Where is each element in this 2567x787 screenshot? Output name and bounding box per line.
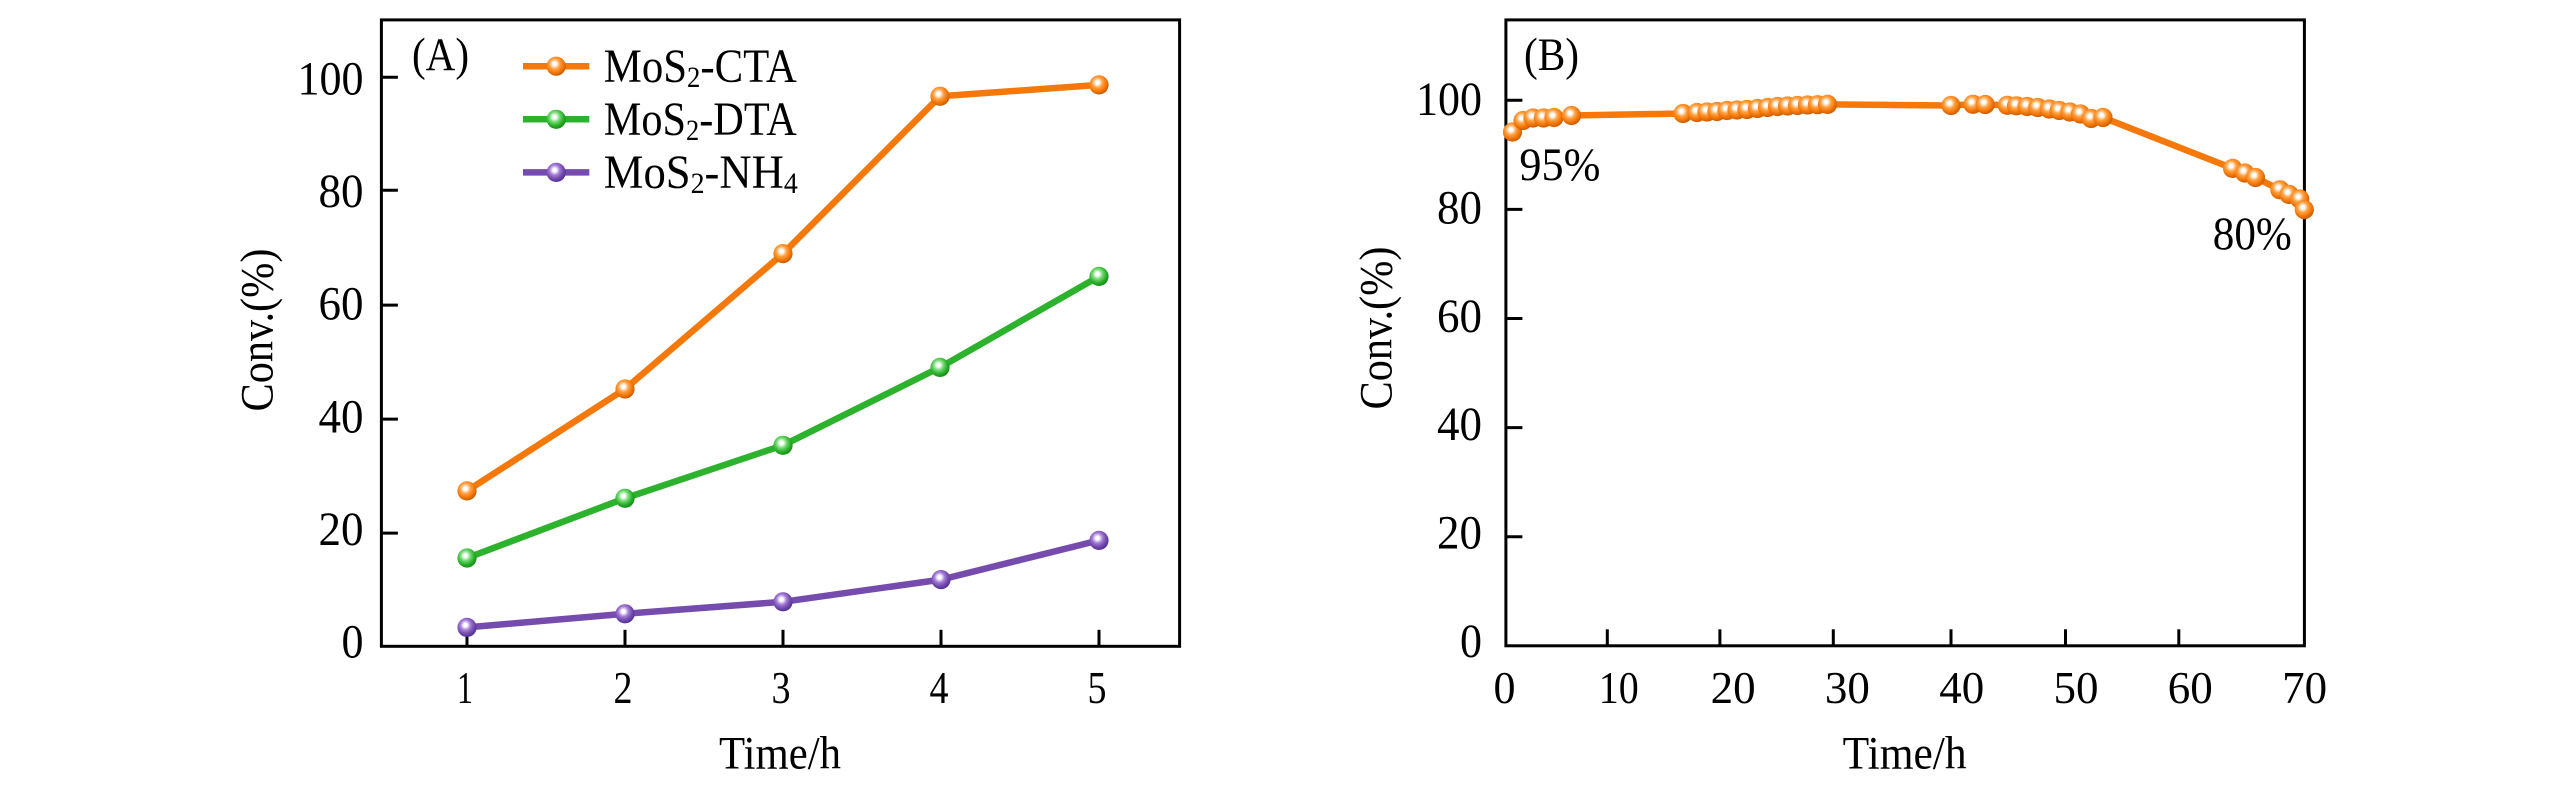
svg-text:0: 0 — [1494, 662, 1516, 713]
svg-text:20: 20 — [1437, 508, 1482, 560]
svg-text:4: 4 — [930, 662, 949, 713]
svg-text:30: 30 — [1825, 662, 1870, 713]
svg-text:40: 40 — [1939, 662, 1984, 713]
svg-text:70: 70 — [2282, 662, 2327, 713]
svg-text:2: 2 — [614, 662, 633, 713]
svg-text:MoS2-NH4: MoS2-NH4 — [604, 146, 798, 200]
svg-text:Conv.(%): Conv.(%) — [1350, 247, 1402, 410]
svg-text:95%: 95% — [1519, 139, 1600, 191]
svg-text:80: 80 — [1437, 183, 1482, 235]
svg-text:1: 1 — [457, 662, 473, 713]
svg-text:100: 100 — [298, 54, 364, 106]
svg-text:50: 50 — [2054, 662, 2099, 713]
svg-text:10: 10 — [1599, 662, 1639, 713]
svg-text:0: 0 — [1460, 616, 1482, 668]
svg-text:20: 20 — [1711, 662, 1756, 713]
svg-text:100: 100 — [1416, 74, 1482, 126]
svg-text:40: 40 — [1437, 399, 1482, 451]
svg-text:60: 60 — [2168, 662, 2213, 713]
svg-text:5: 5 — [1088, 662, 1107, 713]
svg-text:(A): (A) — [412, 30, 469, 81]
svg-text:Time/h: Time/h — [1843, 728, 1967, 780]
svg-text:60: 60 — [319, 279, 364, 331]
svg-text:3: 3 — [772, 662, 791, 713]
svg-text:80%: 80% — [2213, 208, 2292, 260]
svg-text:60: 60 — [1437, 291, 1482, 343]
svg-text:20: 20 — [319, 504, 364, 556]
svg-text:MoS2-DTA: MoS2-DTA — [604, 93, 797, 147]
svg-text:0: 0 — [342, 616, 364, 668]
svg-text:80: 80 — [319, 166, 364, 218]
svg-text:(B): (B) — [1524, 30, 1579, 81]
svg-text:40: 40 — [319, 391, 364, 443]
svg-text:MoS2-CTA: MoS2-CTA — [604, 40, 797, 94]
svg-text:Conv.(%): Conv.(%) — [232, 249, 284, 412]
svg-text:Time/h: Time/h — [719, 728, 841, 780]
